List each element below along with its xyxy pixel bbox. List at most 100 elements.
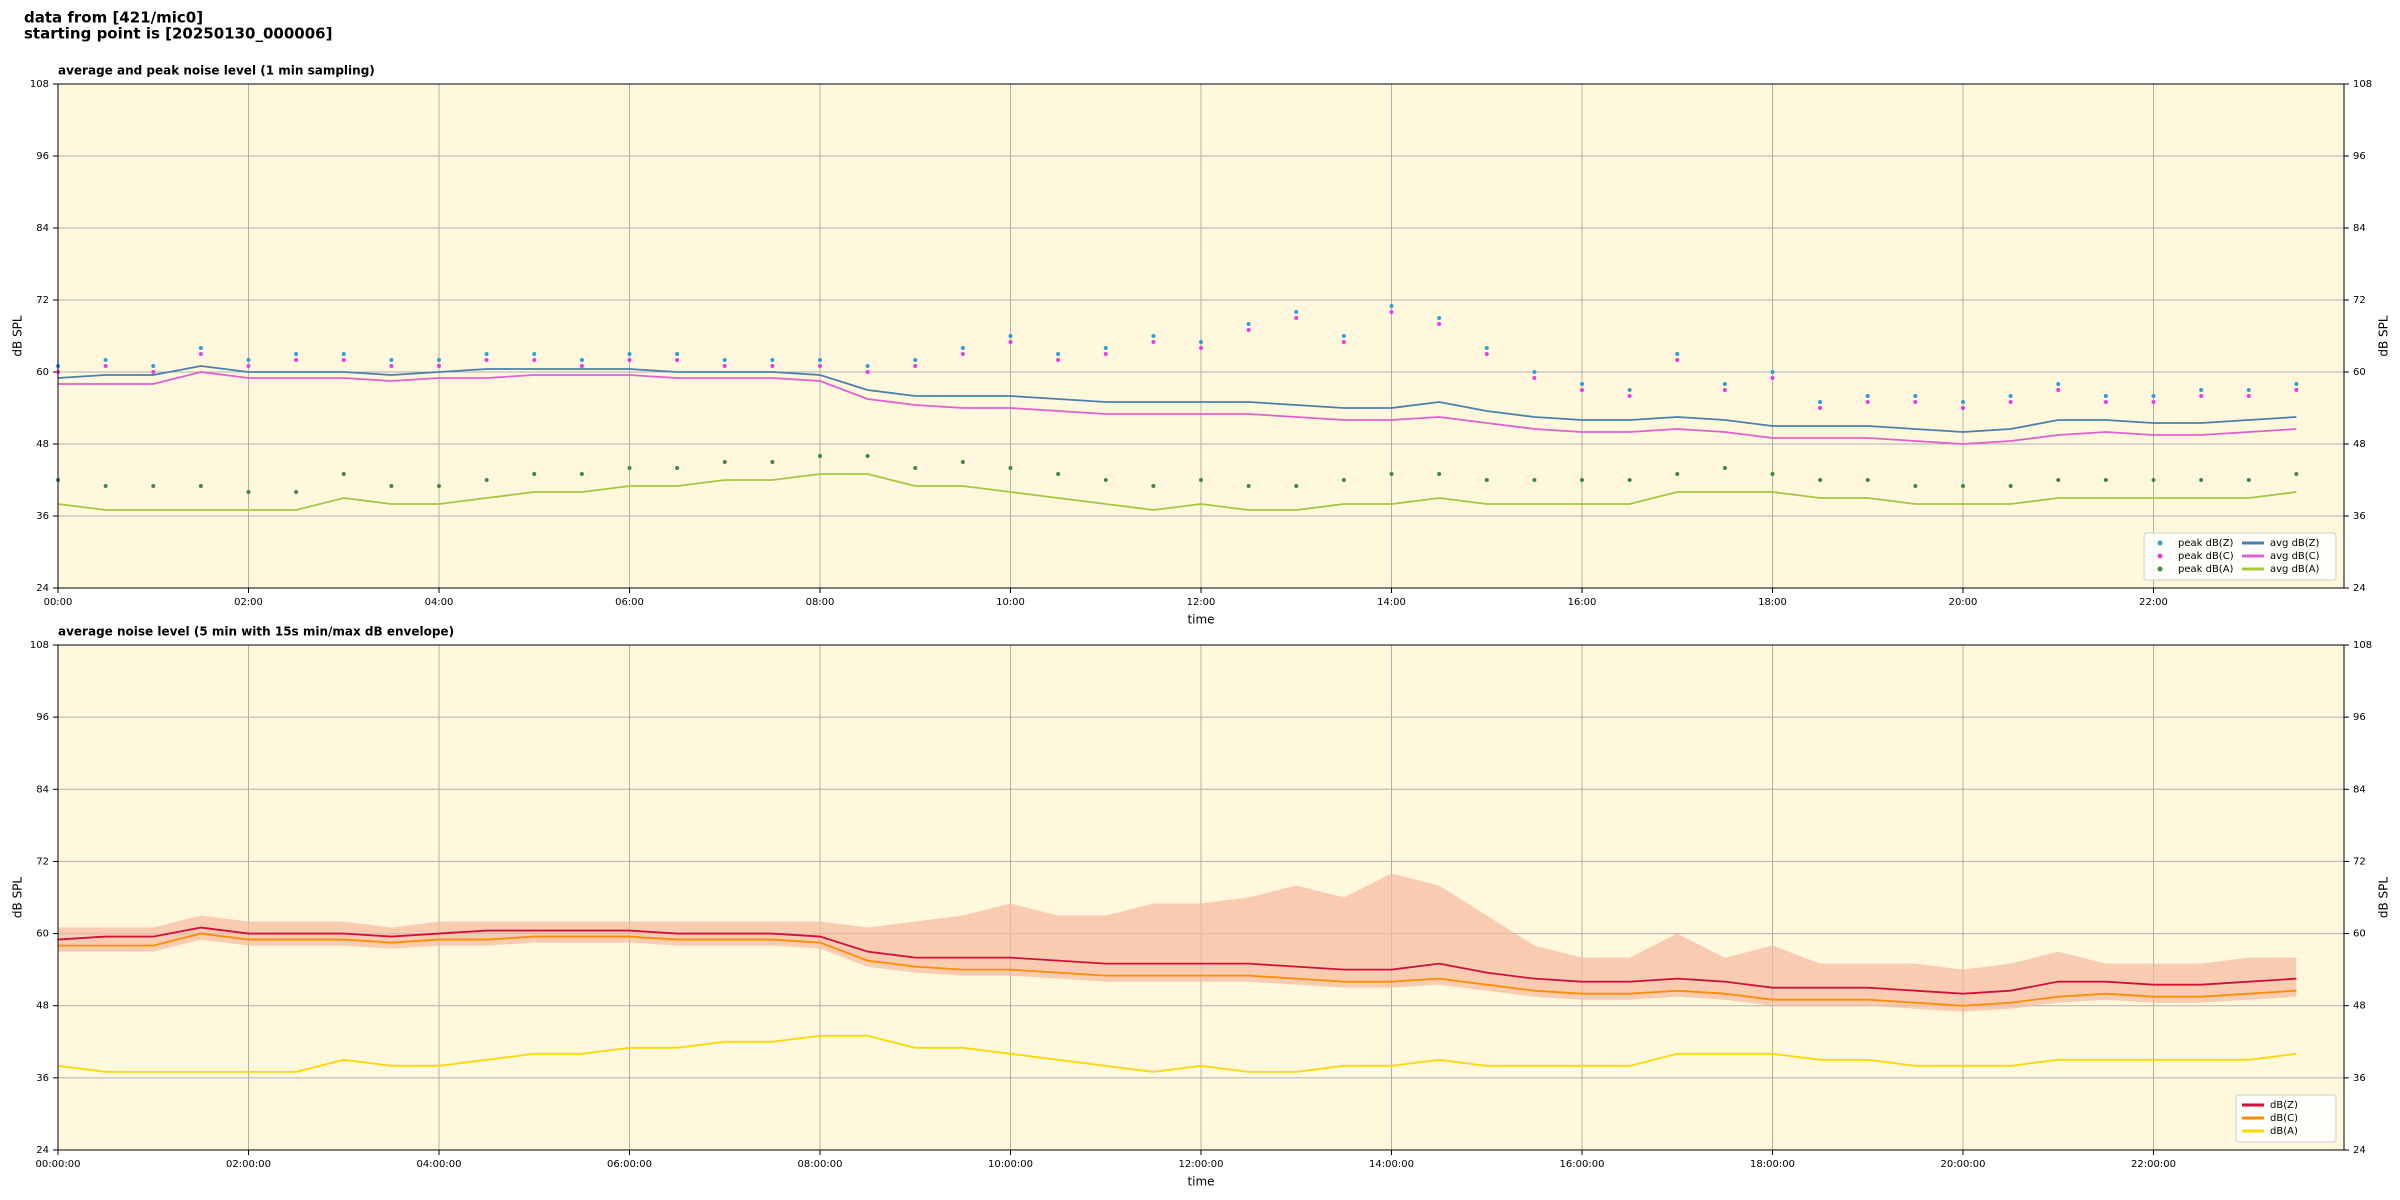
peak-point <box>103 364 108 368</box>
peak-point <box>1008 466 1013 470</box>
legend-label: peak dB(Z) <box>2178 538 2234 549</box>
y-axis-label: dB SPL <box>11 315 25 357</box>
y-tick-label: 36 <box>36 511 49 522</box>
y-tick-label-right: 96 <box>2353 151 2366 162</box>
peak-point <box>294 358 299 362</box>
peak-point <box>1770 370 1775 374</box>
peak-point <box>627 352 632 356</box>
peak-point <box>913 358 918 362</box>
x-axis-label: time <box>1187 1175 1214 1189</box>
peak-point <box>1103 478 1108 482</box>
peak-point <box>2199 478 2204 482</box>
peak-point <box>341 472 346 476</box>
peak-point <box>818 358 822 362</box>
peak-point <box>2246 478 2251 482</box>
peak-point <box>389 484 394 488</box>
peak-point <box>2056 382 2061 386</box>
peak-point <box>675 352 680 356</box>
legend-marker <box>2157 540 2163 546</box>
y-tick-label: 84 <box>36 784 49 795</box>
peak-point <box>2103 394 2108 398</box>
peak-point <box>1199 346 1203 350</box>
peak-point <box>2008 484 2013 488</box>
peak-point <box>1913 400 1918 404</box>
peak-point <box>1865 394 1870 398</box>
peak-point <box>1341 334 1346 338</box>
peak-point <box>722 358 727 362</box>
peak-point <box>1722 388 1727 392</box>
peak-point <box>1389 304 1394 308</box>
peak-point <box>770 364 775 368</box>
peak-point <box>1818 406 1823 410</box>
peak-point <box>103 484 108 488</box>
peak-point <box>722 460 727 464</box>
peak-point <box>1865 478 1870 482</box>
peak-point <box>1627 478 1632 482</box>
peak-point <box>1532 370 1537 374</box>
x-tick-label: 02:00 <box>234 597 263 608</box>
peak-point <box>1770 472 1775 476</box>
peak-point <box>2246 388 2251 392</box>
peak-point <box>960 346 965 350</box>
peak-point <box>1484 478 1489 482</box>
peak-point <box>151 370 156 374</box>
peak-point <box>627 358 632 362</box>
peak-point <box>246 490 251 494</box>
legend-label: dB(C) <box>2270 1113 2298 1124</box>
peak-point <box>294 352 299 356</box>
y-tick-label-right: 60 <box>2353 367 2366 378</box>
peak-point <box>437 364 441 368</box>
peak-point <box>1484 346 1489 350</box>
y-tick-label: 36 <box>36 1073 49 1084</box>
peak-point <box>1151 484 1156 488</box>
peak-point <box>1389 472 1394 476</box>
peak-point <box>579 364 584 368</box>
peak-point <box>1056 472 1061 476</box>
peak-point <box>865 454 870 458</box>
peak-point <box>1389 310 1394 314</box>
peak-point <box>103 358 108 362</box>
series-line <box>58 932 2297 1007</box>
peak-point <box>246 358 251 362</box>
peak-point <box>2294 472 2299 476</box>
x-tick-label: 08:00 <box>806 597 835 608</box>
chart-title: average and peak noise level (1 min samp… <box>58 64 375 78</box>
peak-point <box>913 466 918 470</box>
peak-point <box>1722 466 1727 470</box>
chart-title: average noise level (5 min with 15s min/… <box>58 625 454 639</box>
series-line <box>57 1034 2297 1073</box>
peak-point <box>1294 316 1299 320</box>
peak-point <box>1103 346 1108 350</box>
peak-point <box>1627 388 1632 392</box>
x-tick-label: 10:00 <box>996 597 1025 608</box>
x-tick-label: 18:00 <box>1758 597 1787 608</box>
y-tick-label-right: 96 <box>2353 712 2366 723</box>
y-tick-label-right: 72 <box>2353 295 2366 306</box>
peak-point <box>1008 340 1013 344</box>
y-tick-label: 60 <box>36 929 49 940</box>
series-line <box>57 365 2297 433</box>
y-tick-label: 24 <box>36 583 49 594</box>
peak-point <box>1294 484 1299 488</box>
legend-box <box>2143 532 2337 581</box>
x-tick-label: 12:00:00 <box>1179 1159 1224 1170</box>
x-axis-label: time <box>1187 613 1214 627</box>
peak-point <box>865 370 870 374</box>
y-tick-label: 96 <box>36 151 49 162</box>
y-tick-label-right: 48 <box>2353 1001 2366 1012</box>
peak-point <box>579 472 584 476</box>
peak-point <box>1865 400 1870 404</box>
peak-point <box>2246 394 2251 398</box>
peak-point <box>1627 394 1632 398</box>
peak-point <box>151 364 156 368</box>
series-line <box>58 371 2297 445</box>
y-axis-label-right: dB SPL <box>2377 315 2391 357</box>
peak-point <box>2294 382 2299 386</box>
x-tick-label: 20:00 <box>1949 597 1978 608</box>
peak-point <box>2056 388 2061 392</box>
peak-point <box>2151 400 2156 404</box>
peak-point <box>2008 394 2013 398</box>
x-tick-label: 02:00:00 <box>226 1159 271 1170</box>
y-tick-label-right: 108 <box>2353 79 2372 90</box>
